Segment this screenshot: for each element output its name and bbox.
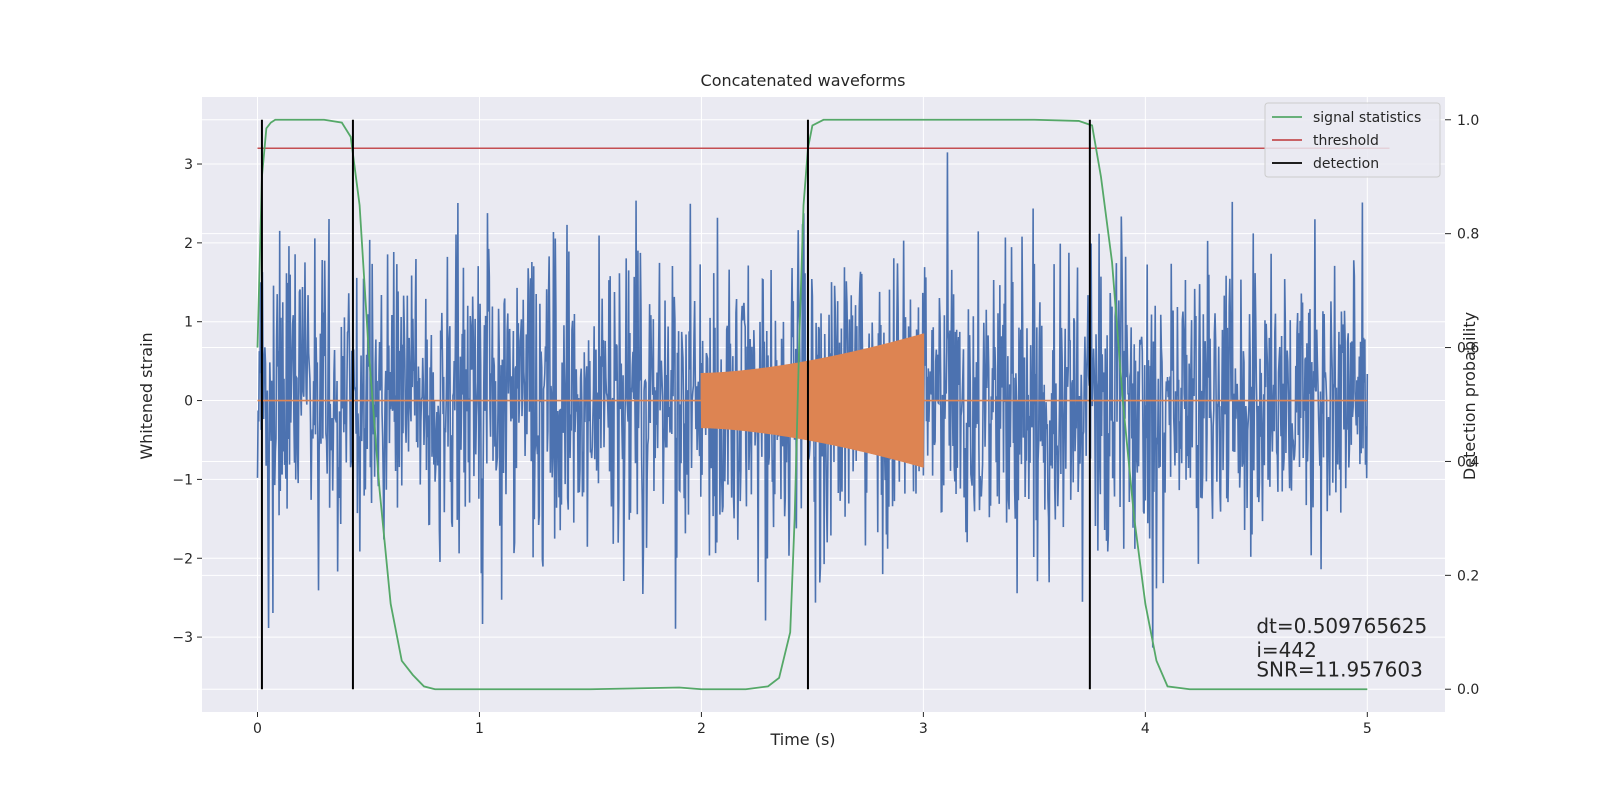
signal-statistics-series-line: [256, 118, 1368, 691]
y-tick-label: −1: [172, 472, 193, 488]
strain-series-line: [256, 152, 1369, 648]
y-tick-label: 1: [184, 315, 193, 331]
annotation-text: dt=0.509765625: [1256, 614, 1427, 638]
legend-label: signal statistics: [1313, 110, 1421, 126]
y-tick-label: −2: [172, 551, 193, 567]
x-tick-label: 4: [1141, 721, 1150, 737]
y-tick-label: −3: [172, 630, 193, 646]
y-tick-label: 0: [184, 394, 193, 410]
y-tick-label: 3: [184, 157, 193, 173]
y-tick-label: 2: [184, 236, 193, 252]
y2-tick-label: 0.8: [1457, 227, 1479, 243]
legend-box: [1264, 102, 1441, 178]
x-axis-title: Time (s): [769, 730, 835, 749]
plot-area: [202, 97, 1445, 712]
x-tick-label: 3: [919, 721, 928, 737]
x-tick-label: 2: [697, 721, 706, 737]
x-tick-label: 0: [253, 721, 262, 737]
annotation-text: i=442: [1256, 638, 1317, 662]
x-tick-label: 1: [475, 721, 484, 737]
y2-tick-label: 0.6: [1457, 341, 1479, 357]
x-tick-label: 5: [1363, 721, 1372, 737]
y-axis-title: Whitened strain: [137, 332, 156, 459]
annotation-text: SNR=11.957603: [1256, 658, 1422, 682]
y2-axis-title: Detection probability: [1460, 312, 1479, 480]
y2-tick-label: 1.0: [1457, 113, 1479, 129]
chart-title: Concatenated waveforms: [701, 71, 906, 90]
y2-tick-label: 0.2: [1457, 568, 1479, 584]
legend-label: detection: [1313, 156, 1379, 172]
legend-label: threshold: [1313, 133, 1379, 149]
y2-tick-label: 0.4: [1457, 454, 1479, 470]
y2-tick-label: 0.0: [1457, 682, 1479, 698]
chirp-series-line: [257, 333, 1368, 468]
legend: signal statistics threshold detection: [1264, 102, 1441, 178]
